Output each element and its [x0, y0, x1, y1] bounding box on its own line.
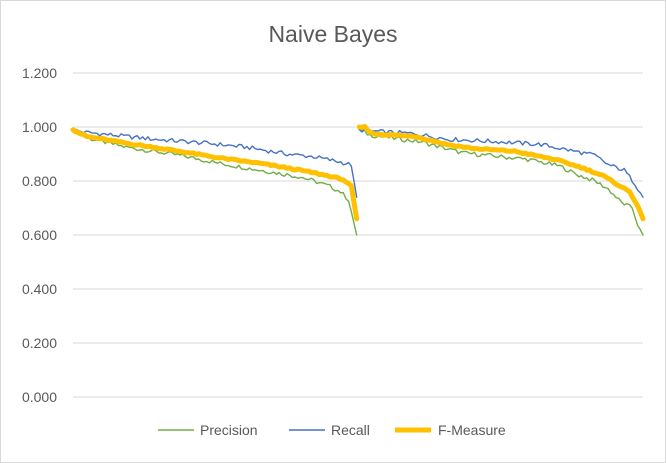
legend-label-precision: Precision [200, 422, 258, 438]
legend-label-recall: Recall [331, 422, 370, 438]
legend-label-f-measure: F-Measure [438, 422, 506, 438]
y-tick-label: 1.000 [22, 119, 57, 135]
y-tick-label: 0.600 [22, 227, 57, 243]
y-tick-label: 0.200 [22, 335, 57, 351]
f-measure-line-segment-1 [356, 123, 646, 222]
recall-line-segment-0 [72, 128, 358, 198]
y-tick-label: 1.200 [22, 65, 57, 81]
precision-line-segment-1 [358, 129, 644, 236]
series-precision [72, 128, 644, 236]
y-tick-label: 0.000 [22, 389, 57, 405]
y-tick-label: 0.400 [22, 281, 57, 297]
f-measure-line-segment-0 [70, 127, 360, 222]
y-axis-tick-labels: 0.000 0.200 0.400 0.600 0.800 1.000 1.200 [22, 65, 57, 405]
chart-title: Naive Bayes [268, 21, 397, 47]
y-tick-label: 0.800 [22, 173, 57, 189]
precision-line-segment-0 [72, 128, 358, 236]
gridlines [73, 72, 643, 398]
series-recall [72, 128, 644, 198]
legend: Precision Recall F-Measure [158, 422, 506, 438]
series-lines [70, 123, 646, 236]
recall-line-segment-1 [358, 128, 644, 198]
series-f-measure [70, 123, 646, 222]
